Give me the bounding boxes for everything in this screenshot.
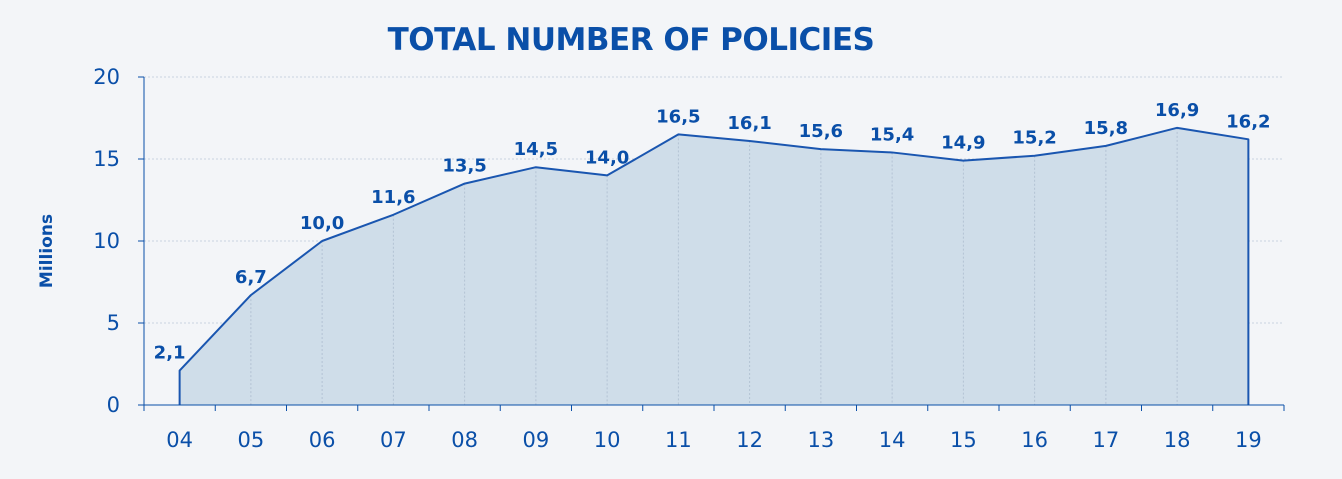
x-tick-label: 17 [1093, 428, 1120, 452]
y-tick-label: 0 [107, 393, 120, 417]
data-label: 16,5 [656, 106, 700, 127]
data-label: 14,9 [941, 133, 985, 154]
data-label: 13,5 [442, 156, 486, 177]
data-label: 11,6 [371, 187, 415, 208]
y-axis-title: Millions [37, 214, 57, 288]
y-tick-label: 15 [93, 147, 120, 171]
data-label: 15,4 [870, 124, 914, 145]
data-label: 16,9 [1155, 100, 1199, 121]
x-tick-label: 15 [950, 428, 977, 452]
data-label: 14,0 [585, 147, 629, 168]
data-label: 10,0 [300, 213, 344, 234]
x-tick-label: 12 [736, 428, 763, 452]
y-tick-label: 10 [93, 229, 120, 253]
x-tick-label: 04 [166, 428, 193, 452]
x-tick-label: 11 [665, 428, 692, 452]
data-label: 16,2 [1226, 111, 1270, 132]
x-tick-label: 07 [380, 428, 407, 452]
x-tick-label: 14 [879, 428, 906, 452]
x-tick-label: 19 [1235, 428, 1262, 452]
x-tick-label: 08 [451, 428, 478, 452]
data-label: 16,1 [727, 113, 771, 134]
data-label: 15,6 [799, 121, 843, 142]
chart-title: TOTAL NUMBER OF POLICIES [387, 22, 875, 58]
x-tick-label: 13 [808, 428, 835, 452]
area-fill [179, 127, 1249, 405]
data-label: 14,5 [514, 139, 558, 160]
x-tick-label: 16 [1021, 428, 1048, 452]
x-tick-label: 09 [523, 428, 550, 452]
data-label: 6,7 [235, 267, 267, 288]
y-tick-label: 20 [93, 65, 120, 89]
data-label: 15,8 [1084, 118, 1128, 139]
data-label: 2,1 [154, 343, 186, 364]
x-tick-label: 06 [309, 428, 336, 452]
x-tick-label: 18 [1164, 428, 1191, 452]
x-tick-label: 05 [238, 428, 265, 452]
y-tick-label: 5 [107, 311, 120, 335]
data-label: 15,2 [1012, 128, 1056, 149]
x-tick-label: 10 [594, 428, 621, 452]
series-line [178, 126, 1250, 405]
